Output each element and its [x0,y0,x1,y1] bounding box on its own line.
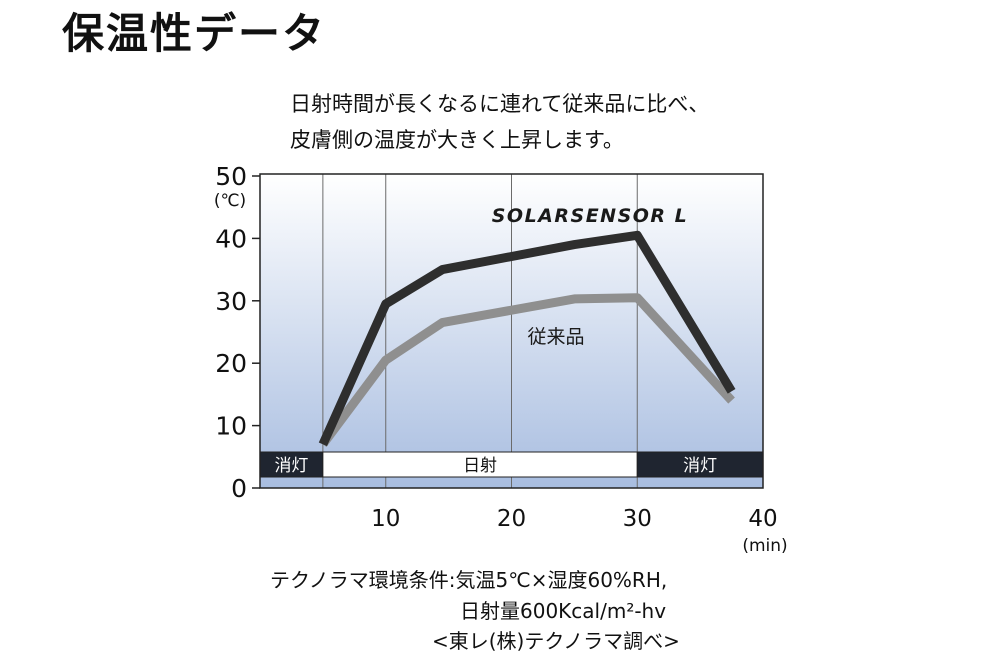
page-title: 保温性データ [62,9,327,58]
phase-label: 消灯 [683,456,717,476]
test-conditions-line-2: 日射量600Kcal/m²-hv [460,599,667,623]
y-tick-label: 0 [231,474,247,503]
test-source-line: <東レ(株)テクノラマ調べ> [432,629,680,653]
y-tick-label: 20 [215,349,247,378]
x-axis-unit-label: (min) [742,536,787,556]
test-conditions-line-1: テクノラマ環境条件:気温5℃×湿度60%RH, [270,568,668,592]
y-tick-label: 40 [215,224,247,253]
phase-segment [259,451,324,478]
y-tick-label: 30 [215,287,247,316]
phase-label: 日射 [463,456,497,476]
y-axis-unit-label: (℃) [214,191,246,211]
series-line-conventional [319,293,735,447]
caption-line-1: 日射時間が長くなるに連れて従来品に比べ、 [290,92,710,116]
x-tick-label: 20 [497,506,526,532]
x-tick-label: 40 [748,506,777,532]
y-tick-label: 10 [215,412,247,441]
plot-frame [259,173,764,489]
phase-segment [636,451,764,478]
legend-solarsensor-label: SOLARSENSOR L [492,205,689,227]
series-line-solarsensor [318,230,736,447]
phase-label: 消灯 [274,456,308,476]
phase-segment [322,451,638,478]
x-tick-label: 10 [371,506,400,532]
y-tick-label: 50 [215,162,247,191]
caption-line-2: 皮膚側の温度が大きく上昇します。 [290,128,624,152]
x-tick-label: 30 [623,506,652,532]
legend-conventional-label: 従来品 [527,326,584,348]
